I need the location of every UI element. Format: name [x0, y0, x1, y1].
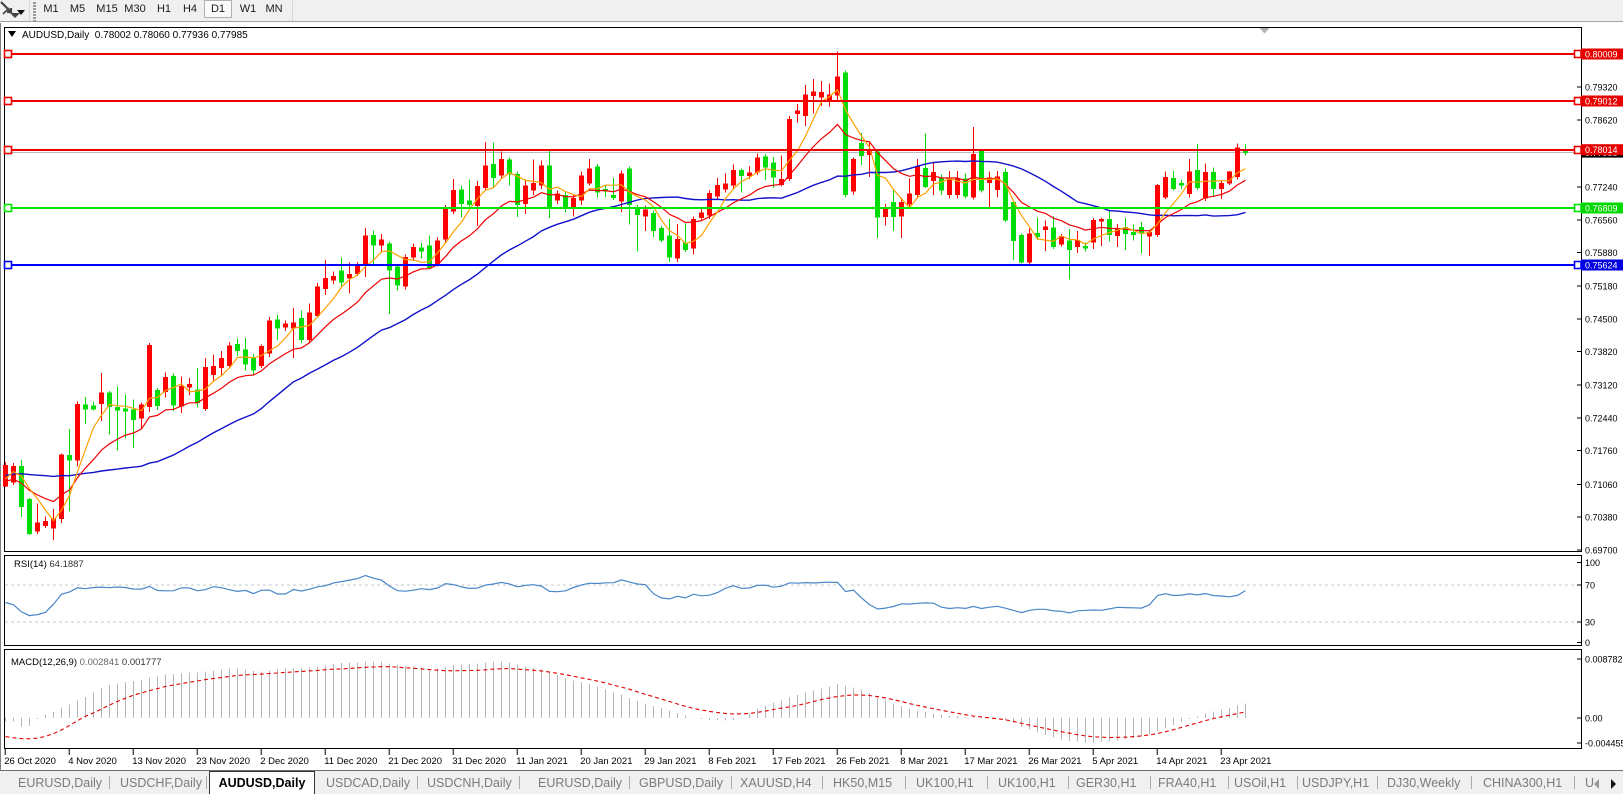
svg-text:8 Mar 2021: 8 Mar 2021: [900, 756, 948, 767]
svg-text:0.69700: 0.69700: [1585, 546, 1618, 556]
svg-text:26 Mar 2021: 26 Mar 2021: [1028, 756, 1081, 767]
svg-text:MACD(12,26,9) 0.002841 0.00177: MACD(12,26,9) 0.002841 0.001777: [11, 657, 162, 668]
svg-text:0.74500: 0.74500: [1585, 315, 1618, 325]
svg-text:11 Dec 2020: 11 Dec 2020: [324, 756, 377, 767]
svg-text:70: 70: [1585, 581, 1595, 591]
svg-text:100: 100: [1585, 558, 1600, 568]
svg-text:0.73820: 0.73820: [1585, 347, 1618, 357]
svg-text:0.70380: 0.70380: [1585, 513, 1618, 523]
svg-text:0.76560: 0.76560: [1585, 216, 1618, 226]
svg-text:RSI(14) 64.1887: RSI(14) 64.1887: [14, 559, 84, 570]
svg-text:0.71760: 0.71760: [1585, 446, 1618, 456]
svg-text:30: 30: [1585, 618, 1595, 628]
svg-text:26 Oct 2020: 26 Oct 2020: [4, 756, 56, 767]
svg-text:0.79012: 0.79012: [1585, 97, 1618, 107]
svg-text:11 Jan 2021: 11 Jan 2021: [516, 756, 568, 767]
svg-text:17 Feb 2021: 17 Feb 2021: [772, 756, 825, 767]
svg-text:21 Dec 2020: 21 Dec 2020: [388, 756, 442, 767]
svg-text:2 Dec 2020: 2 Dec 2020: [260, 756, 309, 767]
svg-text:0.79320: 0.79320: [1585, 83, 1618, 93]
svg-text:0.75180: 0.75180: [1585, 282, 1618, 292]
svg-text:0.00: 0.00: [1585, 714, 1603, 724]
svg-text:23 Nov 2020: 23 Nov 2020: [196, 756, 250, 767]
svg-text:0.78620: 0.78620: [1585, 116, 1618, 126]
svg-text:17 Mar 2021: 17 Mar 2021: [964, 756, 1017, 767]
svg-text:0.76809: 0.76809: [1585, 204, 1618, 214]
svg-text:0.73120: 0.73120: [1585, 381, 1618, 391]
svg-text:0.008782: 0.008782: [1585, 655, 1623, 665]
svg-text:-0.004455: -0.004455: [1585, 739, 1623, 749]
svg-text:5 Apr 2021: 5 Apr 2021: [1092, 756, 1138, 767]
svg-text:0.71060: 0.71060: [1585, 480, 1618, 490]
svg-text:20 Jan 2021: 20 Jan 2021: [580, 756, 632, 767]
svg-text:0.77240: 0.77240: [1585, 183, 1618, 193]
svg-text:26 Feb 2021: 26 Feb 2021: [836, 756, 889, 767]
svg-text:13 Nov 2020: 13 Nov 2020: [132, 756, 186, 767]
svg-text:31 Dec 2020: 31 Dec 2020: [452, 756, 506, 767]
svg-text:0.75624: 0.75624: [1585, 261, 1618, 271]
svg-text:0.72440: 0.72440: [1585, 414, 1618, 424]
svg-text:AUDUSD,Daily 0.78002 0.78060: AUDUSD,Daily 0.78002 0.78060 0.77936 0.7…: [22, 30, 248, 41]
svg-text:14 Apr 2021: 14 Apr 2021: [1156, 756, 1207, 767]
svg-text:0.75880: 0.75880: [1585, 248, 1618, 258]
svg-text:4 Nov 2020: 4 Nov 2020: [68, 756, 117, 767]
svg-text:0: 0: [1585, 638, 1590, 648]
svg-text:29 Jan 2021: 29 Jan 2021: [644, 756, 696, 767]
svg-text:0.80009: 0.80009: [1585, 50, 1618, 60]
svg-text:0.78014: 0.78014: [1585, 145, 1618, 155]
svg-text:23 Apr 2021: 23 Apr 2021: [1220, 756, 1271, 767]
svg-text:8 Feb 2021: 8 Feb 2021: [708, 756, 756, 767]
